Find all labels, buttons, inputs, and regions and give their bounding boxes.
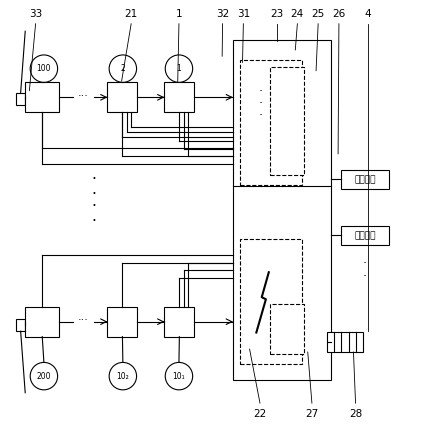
Text: ·
·: · · [91, 199, 96, 229]
Bar [327, 332, 363, 352]
Bar [240, 239, 302, 364]
Bar [341, 226, 389, 245]
Text: 国家电网: 国家电网 [354, 175, 376, 184]
Bar [108, 307, 138, 337]
Text: 26: 26 [333, 9, 346, 19]
Text: 200: 200 [37, 371, 51, 381]
Bar [25, 82, 59, 112]
Text: 10₁: 10₁ [172, 371, 185, 381]
Text: 33: 33 [29, 9, 42, 19]
Bar [25, 307, 59, 337]
Circle shape [30, 55, 58, 82]
Text: 27: 27 [305, 410, 318, 419]
Bar [270, 304, 303, 354]
Bar [16, 319, 25, 331]
Bar [233, 39, 331, 380]
Text: ·
·: · · [91, 172, 96, 202]
Text: ···: ··· [78, 315, 89, 325]
Text: 4: 4 [365, 9, 371, 19]
Text: 2: 2 [120, 64, 125, 73]
Text: 21: 21 [124, 9, 138, 19]
Bar [16, 93, 25, 105]
Text: 31: 31 [237, 9, 250, 19]
Text: 10₂: 10₂ [116, 371, 129, 381]
Text: 22: 22 [253, 410, 267, 419]
Text: ·
·: · · [363, 257, 367, 283]
Circle shape [30, 363, 58, 390]
Text: 1: 1 [176, 9, 182, 19]
Bar [108, 82, 138, 112]
Bar [270, 67, 303, 175]
Text: ···: ··· [78, 91, 89, 100]
Text: 23: 23 [270, 9, 283, 19]
Text: 28: 28 [349, 410, 362, 419]
Text: ·
·
·: · · · [259, 85, 263, 122]
Text: 32: 32 [216, 9, 229, 19]
Circle shape [109, 363, 137, 390]
Circle shape [109, 55, 137, 82]
Text: 100: 100 [37, 64, 51, 73]
Text: 家庭用户: 家庭用户 [354, 231, 376, 240]
Text: 1: 1 [176, 64, 181, 73]
Text: 25: 25 [311, 9, 325, 19]
Bar [240, 60, 302, 185]
Circle shape [165, 363, 193, 390]
Bar [164, 82, 194, 112]
Circle shape [165, 55, 193, 82]
Bar [341, 170, 389, 189]
Text: 24: 24 [291, 9, 304, 19]
Bar [164, 307, 194, 337]
